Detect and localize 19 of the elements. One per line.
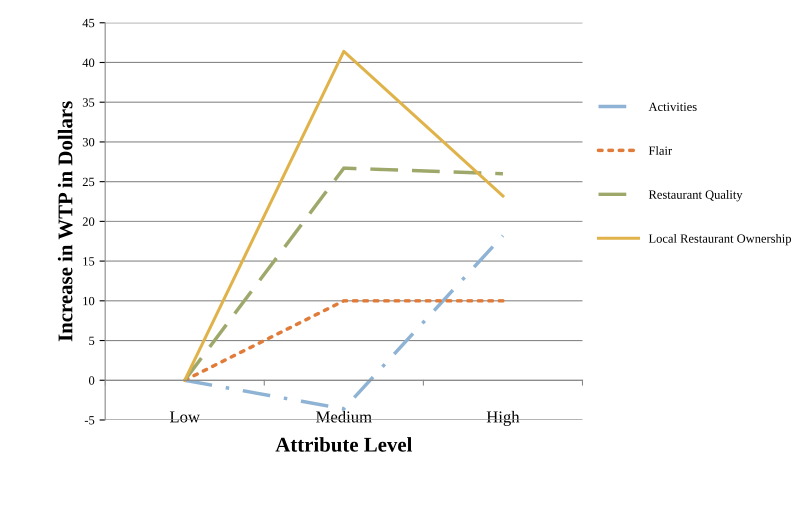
y-tick-label: 10 xyxy=(83,296,94,306)
legend-label: Restaurant Quality xyxy=(648,190,743,202)
y-tick-label: 20 xyxy=(82,217,94,226)
y-tick-label: 15 xyxy=(83,257,94,266)
x-axis-title: Attribute Level xyxy=(275,437,412,452)
y-tick-label: 45 xyxy=(82,18,94,28)
legend-label: Flair xyxy=(648,146,672,155)
x-tick-label: Medium xyxy=(316,410,372,423)
y-tick-label: 35 xyxy=(82,98,94,107)
y-axis-title: Increase in WTP in Dollars xyxy=(58,101,73,342)
y-tick-label: 30 xyxy=(82,138,94,146)
x-tick-label: High xyxy=(486,410,520,426)
legend-label: Activities xyxy=(648,102,697,111)
y-tick-label: 0 xyxy=(88,376,94,385)
y-tick-label: -5 xyxy=(84,416,94,424)
legend-label: Local Restaurant Ownership xyxy=(648,234,792,246)
y-tick-label: 40 xyxy=(82,58,94,67)
y-tick-label: 25 xyxy=(82,178,94,186)
y-tick-label: 5 xyxy=(89,336,94,345)
